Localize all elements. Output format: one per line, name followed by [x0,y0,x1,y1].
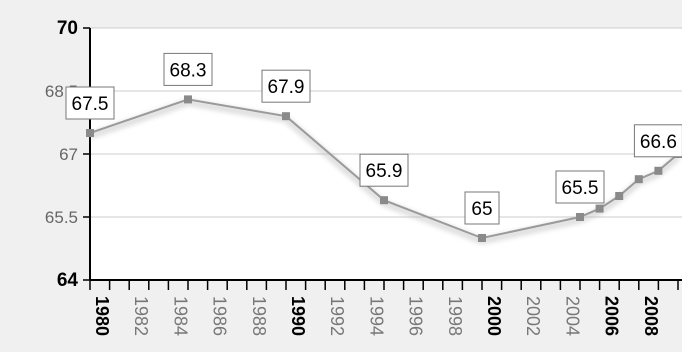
x-tick-label: 1982 [131,296,151,336]
x-tick-label: 1984 [170,296,190,336]
data-point [576,213,584,221]
x-tick-label: 2010 [680,296,682,336]
x-tick-label: 1994 [366,296,386,336]
y-tick-label: 67 [59,145,78,164]
data-label-box [633,124,682,158]
data-label: 67.9 [268,77,305,98]
data-label-box [555,170,605,204]
data-label: 65 [471,199,492,220]
x-tick-label: 2006 [602,296,622,336]
data-point [282,112,290,121]
data-point [595,204,604,213]
x-tick-label: 1990 [288,296,308,336]
x-tick-label: 1992 [327,296,347,336]
x-tick-label: 2004 [562,296,582,336]
data-point [634,175,643,184]
x-tick-label: 1998 [445,296,465,336]
data-point [184,95,192,104]
data-label-box [65,86,115,120]
data-label: 65.9 [366,161,403,182]
data-label-box [261,69,311,103]
data-label: 68.3 [170,60,207,81]
x-tick-label: 2008 [641,296,661,336]
x-tick-label: 1980 [92,296,112,336]
x-tick-label: 1986 [210,296,230,336]
data-label: 65.5 [562,178,599,199]
y-tick-label: 64 [57,270,79,291]
data-label: 67.5 [72,94,109,115]
y-tick-label: 65.5 [45,208,78,227]
data-label: 66.6 [640,132,677,153]
x-tick-label: 1996 [406,296,426,336]
y-tick-label: 70 [57,18,78,39]
data-point [654,166,663,175]
x-tick-label: 2000 [484,296,504,336]
x-tick-label: 2002 [523,296,543,336]
data-point [478,234,486,242]
data-point [615,192,624,200]
data-label-box [359,153,409,187]
data-point [86,129,94,137]
x-tick-label: 1988 [249,296,269,336]
data-point [380,196,388,205]
data-label-box [163,52,213,86]
data-label-box [464,191,500,225]
